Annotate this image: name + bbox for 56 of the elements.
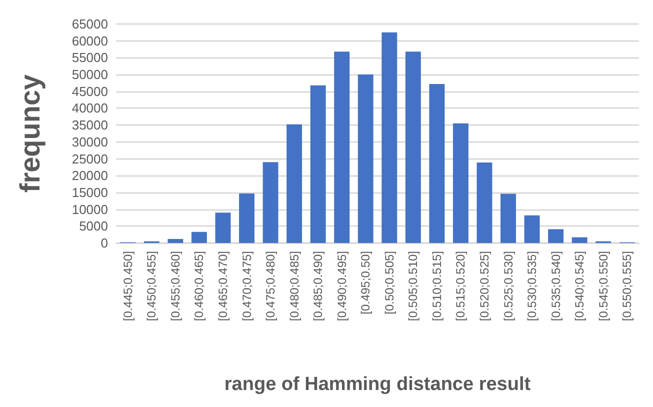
x-tick-label: [0.485;0.490]	[311, 251, 326, 322]
y-tick-label: 25000	[72, 151, 108, 166]
y-tick-label: 65000	[72, 16, 108, 32]
x-tick-label: [0.510;0.515]	[430, 251, 444, 322]
x-tick-label: [0.50;0.505]	[382, 251, 396, 314]
x-tick-label: [0.480;0.485]	[287, 251, 302, 322]
y-tick-label: 40000	[72, 100, 108, 116]
y-tick-label: 5000	[79, 218, 108, 234]
bar	[382, 32, 398, 243]
x-tick-label: [0.450;0.455]	[144, 251, 159, 322]
x-tick-label: [0.550;0.555]	[620, 251, 634, 322]
x-tick-label: [0.460;0.465]	[192, 251, 206, 322]
x-tick-label: [0.535;0.540]	[548, 251, 563, 322]
bar	[239, 193, 254, 243]
bar	[334, 52, 350, 243]
x-tick-label: [0.530;0.535]	[525, 251, 540, 322]
y-tick-label: 50000	[72, 67, 108, 82]
bar	[262, 162, 278, 243]
x-tick-label: [0.445;0.450]	[120, 251, 135, 322]
x-tick-label: [0.470;0.475]	[240, 251, 254, 322]
x-tick-label: [0.525;0.530]	[501, 251, 516, 322]
x-tick-label: [0.475;0.480]	[264, 251, 278, 322]
bar	[452, 123, 468, 243]
y-tick-label: 35000	[72, 118, 108, 133]
x-tick-label: [0.505;0.510]	[406, 251, 420, 322]
x-tick-label: [0.545;0.550]	[596, 251, 610, 322]
bar	[500, 194, 516, 243]
bar	[476, 162, 492, 243]
x-axis-title: range of Hamming distance result	[224, 374, 532, 395]
bar	[405, 52, 421, 243]
bar	[191, 232, 207, 243]
bar	[358, 74, 374, 243]
x-tick-label: [0.515;0.520]	[454, 251, 468, 322]
x-tick-label: [0.455;0.460]	[168, 251, 182, 322]
bar	[548, 229, 564, 243]
bar	[168, 238, 184, 243]
y-tick-label: 0	[100, 236, 108, 250]
y-tick-label: 60000	[72, 33, 108, 48]
y-tick-label: 55000	[72, 50, 108, 66]
bar	[286, 124, 302, 243]
x-tick-label: [0.465;0.470]	[216, 251, 230, 322]
y-tick-label: 15000	[72, 184, 108, 200]
x-tick-label: [0.490;0.495]	[334, 251, 349, 322]
bar	[524, 215, 540, 243]
bar	[429, 84, 445, 243]
y-tick-label: 45000	[72, 84, 108, 99]
x-tick-label: [0.540;0.545]	[572, 251, 587, 322]
x-tick-label: [0.520;0.525]	[477, 251, 492, 322]
y-tick-label: 20000	[72, 168, 108, 184]
bar	[215, 212, 231, 243]
y-tick-label: 30000	[72, 134, 108, 150]
y-tick-label: 10000	[72, 202, 108, 217]
bar	[310, 85, 326, 243]
y-axis-title: frequncy	[14, 74, 46, 193]
bar	[572, 237, 588, 243]
x-tick-label: [0.495;0.50]	[358, 251, 373, 314]
